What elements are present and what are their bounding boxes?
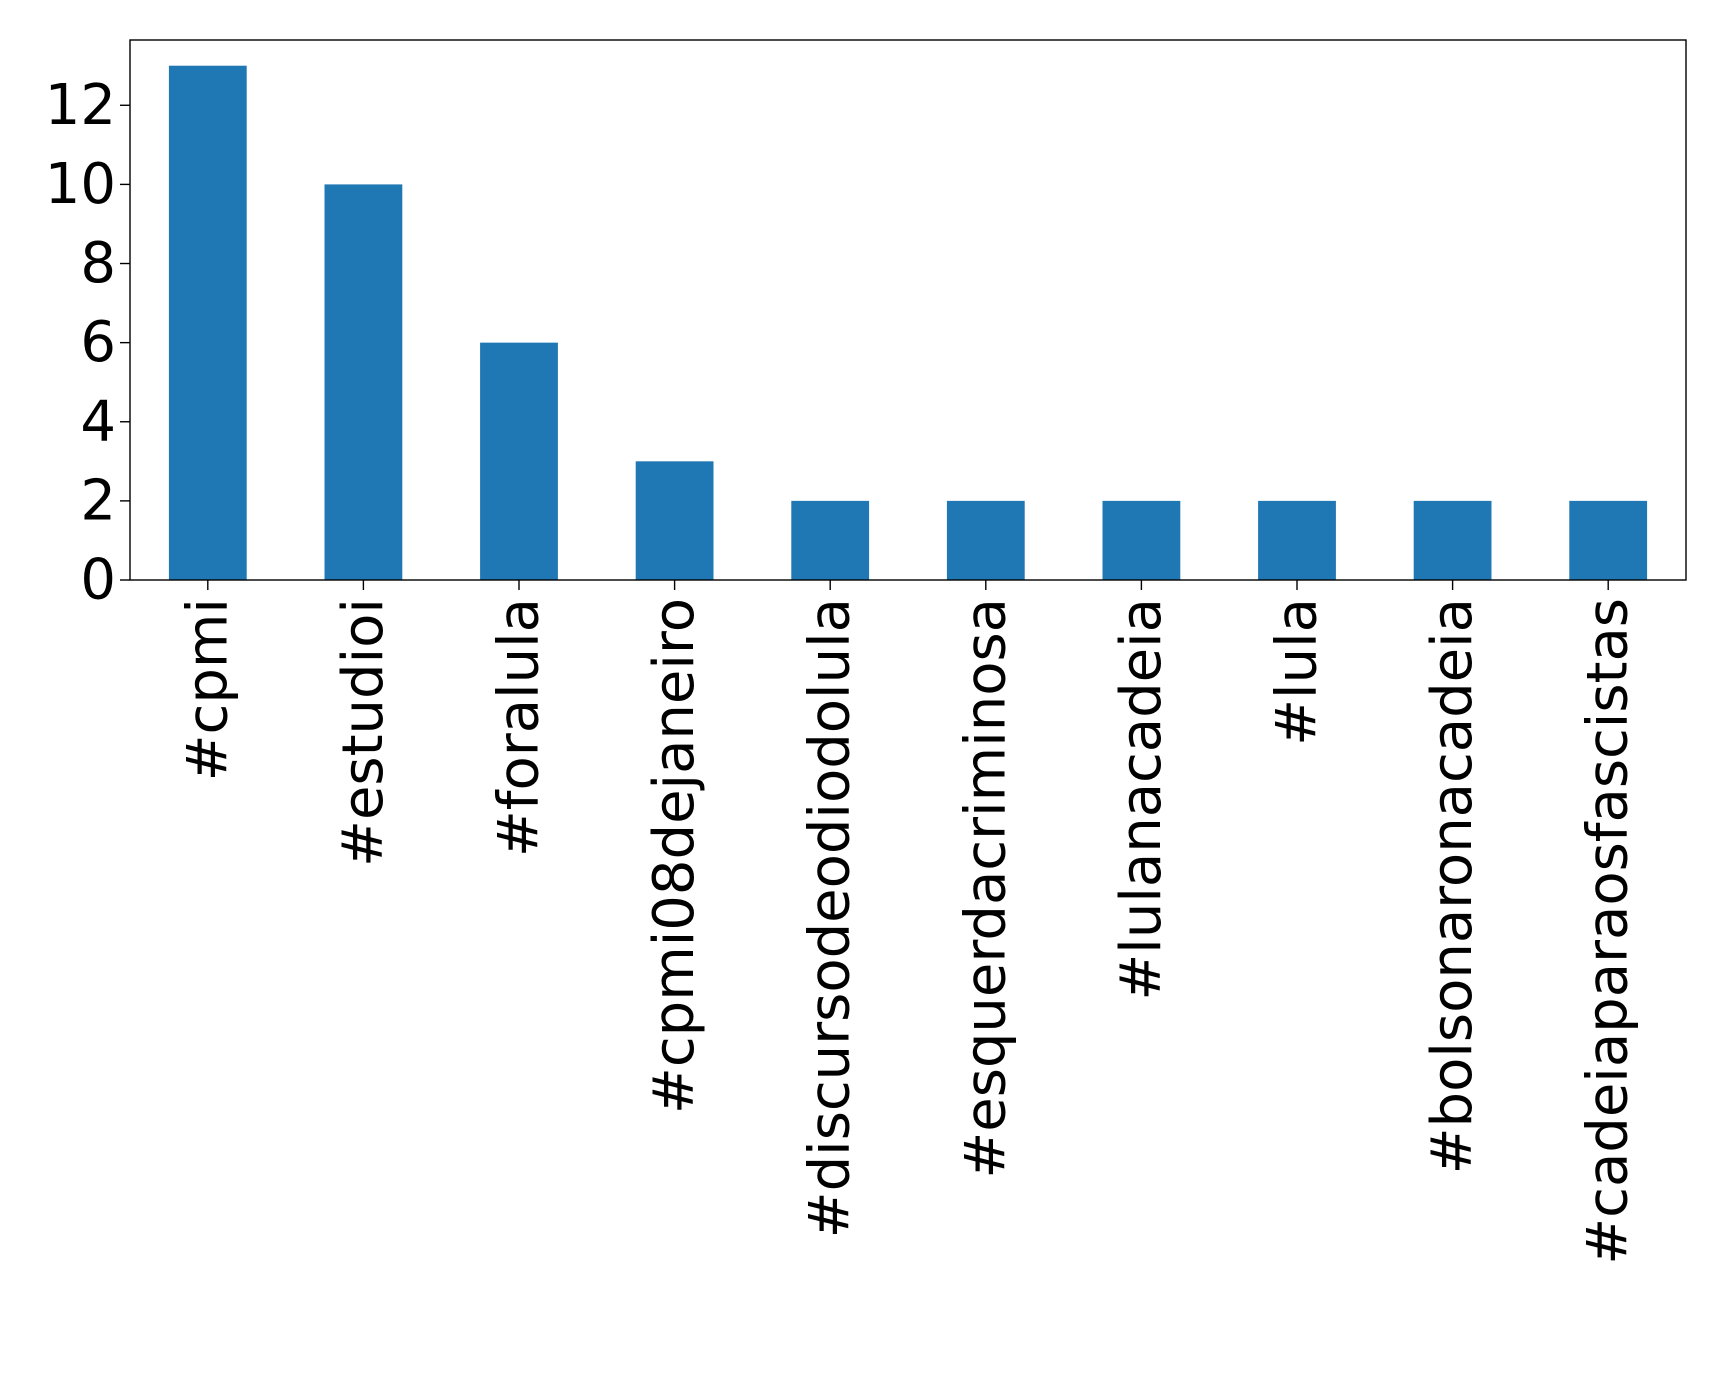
bar-discursodeodiodolula xyxy=(791,500,870,580)
bars-layer xyxy=(168,65,1648,580)
bar-cadeiaparaosfascistas xyxy=(1569,500,1648,580)
plot-area-frame xyxy=(129,39,1687,581)
y-tick-label: 4 xyxy=(80,389,116,454)
x-tick-label: #cadeiaparaosfascistas xyxy=(1576,598,1641,1265)
x-axis: #cpmi #estudioi #foralula #cpmi08dejaneiro #… xyxy=(175,580,1641,1265)
x-tick-label: #esquerdacriminosa xyxy=(953,598,1018,1179)
bar-lula xyxy=(1258,500,1336,580)
y-tick-label: 12 xyxy=(45,73,116,138)
y-tick-label: 2 xyxy=(80,468,116,533)
bar-esquerdacriminosa xyxy=(946,500,1025,580)
bar-bolsonaronacadeia xyxy=(1413,500,1492,580)
x-tick-label: #foralula xyxy=(487,598,552,857)
y-axis: 0 2 4 6 8 10 12 xyxy=(45,73,130,613)
y-tick-label: 10 xyxy=(45,152,116,217)
x-tick-label: #lulanacadeia xyxy=(1109,598,1174,1001)
x-tick-label: #cpmi08dejaneiro xyxy=(642,598,707,1114)
x-tick-label: #estudioi xyxy=(331,598,396,867)
x-tick-label: #discursodeodiodolula xyxy=(798,598,863,1238)
bar-foralula xyxy=(480,342,558,580)
x-tick-label: #cpmi xyxy=(175,598,240,781)
bar-lulanacadeia xyxy=(1102,500,1181,580)
x-tick-label: #bolsonaronacadeia xyxy=(1420,598,1485,1174)
y-tick-label: 0 xyxy=(80,548,116,613)
bar-cpmi08dejaneiro xyxy=(635,461,714,580)
bar-estudioi xyxy=(324,184,403,580)
y-tick-label: 8 xyxy=(80,231,116,296)
y-tick-label: 6 xyxy=(80,310,116,375)
bar-cpmi xyxy=(168,65,247,580)
x-tick-label: #lula xyxy=(1265,598,1330,746)
